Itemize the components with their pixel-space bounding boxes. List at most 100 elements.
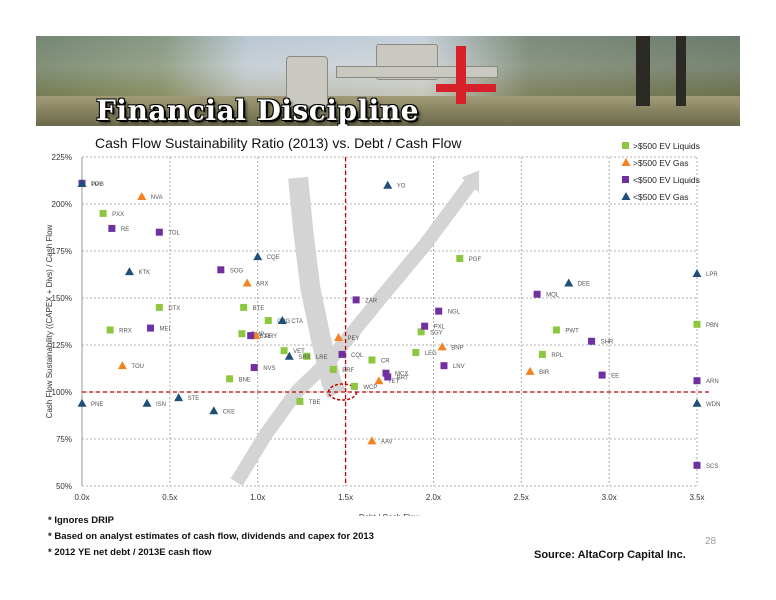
point-label: DEE (578, 281, 590, 287)
point-cpg (264, 317, 272, 325)
y-tick-label: 225% (52, 153, 72, 162)
point-label: PPY (91, 182, 103, 188)
point-bte (240, 303, 248, 311)
point-label: TOU (131, 364, 144, 370)
point-arn (693, 377, 701, 385)
point-label: BNE (239, 377, 251, 383)
legend-entry: <$500 EV Liquids (633, 175, 700, 185)
banner-red-pipe (436, 84, 496, 92)
point-rrx (106, 326, 114, 334)
scatter-chart: Cash Flow Sustainability Ratio (2013) vs… (45, 135, 720, 516)
point-label: RPL (551, 353, 563, 359)
point-label: TOL (168, 231, 180, 237)
x-tick-label: 0.5x (162, 493, 177, 502)
point-tou (117, 361, 127, 370)
y-tick-label: 150% (52, 294, 72, 303)
point-pbn (693, 320, 701, 328)
point-mei (147, 324, 155, 332)
point-mcx (382, 369, 390, 377)
point-label: PXL (434, 325, 446, 331)
point-label: TBE (309, 400, 321, 406)
trend-arrow-up (230, 177, 478, 486)
footnotes: * Ignores DRIP * Based on analyst estima… (48, 513, 374, 561)
y-tick-label: 100% (52, 388, 72, 397)
point-label: NVS (263, 366, 275, 372)
point-label: PEY (348, 336, 360, 342)
y-tick-label: 125% (52, 341, 72, 350)
point-ngl (435, 307, 443, 315)
x-tick-label: 0.0x (74, 493, 89, 502)
point-label: BIR (539, 370, 550, 376)
point-label: YO (397, 184, 406, 190)
x-tick-label: 2.0x (426, 493, 441, 502)
banner-red-valve (456, 46, 466, 104)
page-number: 28 (705, 536, 717, 547)
point-cql (338, 350, 346, 358)
point-zar (352, 296, 360, 304)
point-label: BRT (397, 375, 409, 381)
point-cta (277, 316, 287, 325)
point-bnp (437, 342, 447, 351)
point-erf (329, 365, 337, 373)
point-sog (217, 266, 225, 274)
point-srx (284, 351, 294, 360)
banner-pipe (336, 66, 498, 78)
point-cke (209, 406, 219, 415)
point-label: PWT (565, 328, 579, 334)
banner-ground (36, 106, 740, 126)
point-tol (155, 228, 163, 236)
legend-marker (622, 142, 629, 149)
legend-entry: <$500 EV Gas (633, 192, 689, 202)
point-label: RRX (119, 328, 132, 334)
x-tick-label: 2.5x (514, 493, 529, 502)
point-rmp (238, 330, 246, 338)
point-label: PBN (706, 323, 718, 329)
point-label: EE (611, 374, 619, 380)
trend-arrowhead (461, 170, 480, 193)
point-label: MEI (160, 327, 171, 333)
point-label: NVA (151, 195, 163, 201)
point-cr (368, 356, 376, 364)
x-tick-label: 1.5x (338, 493, 353, 502)
point-label: PRY (265, 334, 277, 340)
legend-entry: >$500 EV Gas (633, 158, 689, 168)
legend-entry: >$500 EV Liquids (633, 141, 700, 151)
point-pey (334, 332, 344, 341)
point-lre (303, 352, 311, 360)
point-mql (533, 290, 541, 298)
point-wdn (692, 398, 702, 407)
point-dee (564, 278, 574, 287)
trend-arrow-down (288, 176, 346, 399)
y-tick-label: 175% (52, 247, 72, 256)
point-tet (374, 376, 384, 385)
point-label: LNV (453, 364, 465, 370)
point-lpr (692, 269, 702, 278)
point-label: SOG (230, 268, 244, 274)
chart-title: Cash Flow Sustainability Ratio (2013) vs… (95, 135, 462, 151)
point-label: WCP (363, 385, 377, 391)
slide-title: Financial Discipline (96, 94, 419, 126)
footnote-1: * Ignores DRIP (48, 515, 114, 526)
point-label: PGF (469, 257, 482, 263)
point-label: STE (188, 396, 200, 402)
point-label: WDN (706, 402, 720, 408)
point-bne (226, 375, 234, 383)
legend-marker (622, 176, 629, 183)
point-label: ISN (156, 402, 166, 408)
point-label: ERF (342, 368, 354, 374)
x-axis-label: Debt / Cash Flow (359, 513, 421, 516)
point-label: TET (388, 379, 400, 385)
point-wcp (350, 382, 358, 390)
focus-circle (327, 383, 358, 401)
point-label: SHR (601, 340, 614, 346)
point-label: TOG (91, 182, 104, 188)
point-label: SRX (298, 355, 310, 361)
point-pgf (456, 255, 464, 263)
point-isn (142, 398, 152, 407)
x-tick-label: 3.0x (602, 493, 617, 502)
point-nvs (250, 364, 258, 372)
point-label: CR (381, 359, 390, 365)
y-tick-label: 200% (52, 200, 72, 209)
x-tick-label: 1.0x (250, 493, 265, 502)
point-ktk (124, 267, 134, 276)
